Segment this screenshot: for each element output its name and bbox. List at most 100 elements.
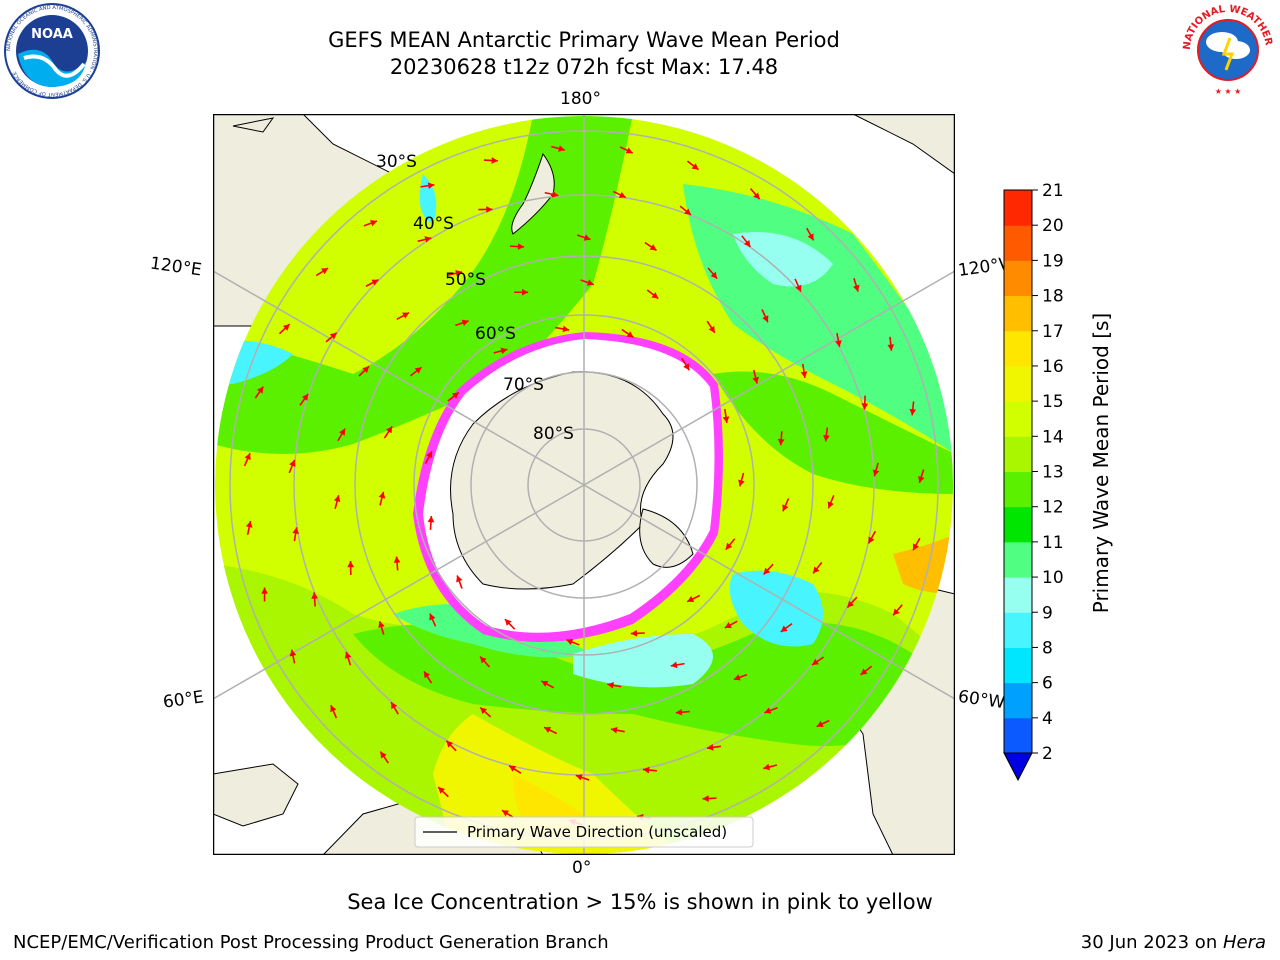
wave-arrow-head bbox=[744, 239, 751, 247]
colorbar-swatch bbox=[1004, 717, 1032, 754]
footer-date-text: 30 Jun 2023 on bbox=[1080, 932, 1223, 953]
wave-arrow-head bbox=[344, 651, 352, 659]
wave-arrow-head bbox=[722, 416, 730, 423]
wave-arrow-head bbox=[393, 556, 401, 563]
wave-arrow-head bbox=[618, 191, 626, 198]
wave-arrow-head bbox=[456, 575, 463, 583]
noaa-logo: NOAA NATIONAL OCEANIC AND ATMOSPHERIC AD… bbox=[4, 3, 100, 99]
wave-arrow-head bbox=[517, 243, 525, 250]
wave-arrow-head bbox=[583, 234, 591, 241]
wave-arrow-head bbox=[522, 288, 529, 296]
footer-host: Hera bbox=[1222, 932, 1266, 953]
wave-arrow-head bbox=[913, 543, 919, 551]
nws-logo: NATIONAL WEATHER SERVICE ★ ★ ★ bbox=[1178, 2, 1274, 96]
wave-arrow-head bbox=[706, 744, 714, 751]
wave-arrow-head bbox=[385, 426, 393, 434]
antarctica-landmass bbox=[450, 371, 674, 590]
wave-arrow-head bbox=[371, 279, 379, 286]
footer-date: 30 Jun 2023 on Hera bbox=[1081, 932, 1266, 953]
wave-arrow-head bbox=[813, 566, 820, 574]
legend-label: Primary Wave Direction (unscaled) bbox=[467, 823, 727, 841]
colorbar-swatch bbox=[1004, 225, 1032, 261]
wave-arrow-head bbox=[289, 649, 297, 657]
colorbar-swatch bbox=[1004, 541, 1032, 578]
wave-arrow-head bbox=[782, 504, 789, 512]
footer-credit: NCEP/EMC/Verification Post Processing Pr… bbox=[13, 932, 609, 953]
wave-arrow-head bbox=[752, 376, 759, 384]
colorbar-tick-label: 16 bbox=[1042, 357, 1064, 377]
wave-arrow-head bbox=[347, 561, 354, 568]
wave-arrow-head bbox=[684, 208, 692, 215]
wave-arrow-head bbox=[607, 681, 614, 689]
wave-arrow-head bbox=[853, 284, 860, 292]
wave-arrow-head bbox=[610, 726, 618, 734]
wave-arrow-head bbox=[800, 371, 808, 378]
wave-arrow-head bbox=[429, 613, 436, 621]
colorbar-swatch bbox=[1004, 506, 1032, 543]
colorbar-swatch bbox=[1004, 190, 1032, 226]
colorbar-swatch bbox=[1004, 647, 1032, 684]
wave-arrow-head bbox=[586, 279, 594, 286]
wave-arrow-head bbox=[630, 629, 638, 637]
colorbar-tick-label: 13 bbox=[1042, 463, 1064, 483]
wave-arrow-head bbox=[763, 763, 771, 771]
wave-arrow-head bbox=[486, 206, 493, 213]
wave-arrow-head bbox=[675, 708, 683, 716]
wave-arrow-head bbox=[575, 774, 583, 781]
wave-arrow-head bbox=[764, 707, 772, 714]
wave-arrow-head bbox=[339, 428, 346, 436]
wave-arrow-head bbox=[827, 501, 834, 509]
wave-arrow-head bbox=[491, 157, 498, 164]
colorbar-swatch bbox=[1004, 260, 1032, 297]
wave-arrow-head bbox=[835, 340, 842, 347]
colorbar-swatch bbox=[1004, 401, 1032, 437]
wave-arrow-head bbox=[738, 479, 745, 487]
colorbar-swatch bbox=[1004, 330, 1032, 367]
wave-arrow-head bbox=[501, 810, 509, 817]
colorbar-swatch bbox=[1004, 436, 1032, 472]
wave-arrow-head bbox=[480, 707, 488, 715]
noaa-logo-text: NOAA bbox=[31, 27, 73, 42]
colorbar-extend-arrow bbox=[1003, 752, 1033, 782]
wave-arrow-head bbox=[378, 621, 385, 629]
wave-arrow-head bbox=[823, 434, 830, 442]
wave-arrow-head bbox=[380, 751, 387, 759]
wave-arrow-head bbox=[330, 705, 337, 713]
colorbar-tick-label: 19 bbox=[1042, 251, 1064, 271]
colorbar-tick-label: 20 bbox=[1042, 216, 1064, 236]
chart-subtitle: 20230628 t12z 072h fcst Max: 17.48 bbox=[389, 55, 779, 79]
wave-arrow-head bbox=[333, 495, 341, 503]
wave-arrow-head bbox=[509, 765, 517, 772]
wave-arrow-head bbox=[780, 625, 788, 632]
wave-arrow-head bbox=[918, 475, 925, 483]
lat-label: 30°S bbox=[376, 152, 417, 172]
colorbar-swatch bbox=[1004, 295, 1032, 332]
wave-arrow-head bbox=[807, 233, 814, 241]
colorbar-tick-label: 15 bbox=[1042, 392, 1064, 412]
wave-arrow-head bbox=[710, 271, 718, 279]
wave-arrow-head bbox=[329, 332, 337, 340]
wave-arrow-head bbox=[500, 347, 508, 355]
wave-arrow-head bbox=[625, 147, 633, 154]
colorbar-label: Primary Wave Mean Period [s] bbox=[1089, 313, 1113, 614]
wave-arrow-head bbox=[391, 702, 398, 710]
wave-arrow-head bbox=[438, 787, 445, 794]
wave-arrow-head bbox=[558, 145, 565, 152]
colorbar-tick-label: 2 bbox=[1042, 744, 1053, 764]
wave-arrow-head bbox=[724, 622, 732, 628]
wave-arrow-head bbox=[708, 325, 715, 333]
wave-arrow-head bbox=[551, 191, 559, 198]
wave-arrow-head bbox=[378, 491, 386, 499]
wave-arrow-head bbox=[860, 668, 868, 675]
wave-arrow-head bbox=[642, 766, 650, 774]
colorbar-swatch bbox=[1004, 682, 1032, 719]
colorbar: 2 4 6 8 9 10 11 12 13 14 15 16 17 18 19 20 21 Primary Wa… bbox=[1003, 181, 1113, 782]
wave-arrow-head bbox=[427, 516, 435, 523]
map-legend: Primary Wave Direction (unscaled) bbox=[414, 816, 754, 848]
wave-arrow-head bbox=[861, 403, 869, 410]
wave-arrow-head bbox=[427, 182, 435, 190]
wave-arrow-head bbox=[480, 656, 487, 664]
wave-arrow-head bbox=[424, 236, 432, 243]
wave-arrow-head bbox=[909, 408, 917, 416]
wave-direction-arrows bbox=[243, 145, 925, 826]
